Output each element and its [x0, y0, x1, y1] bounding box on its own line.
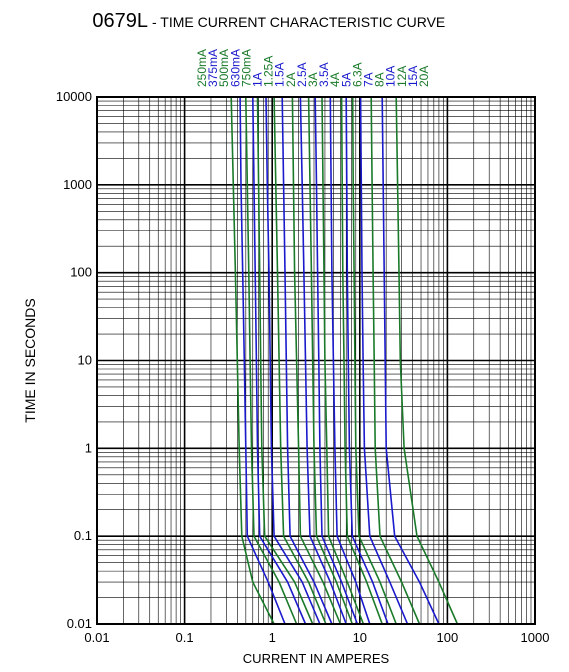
series-line-12A: [370, 96, 421, 625]
series-line-15A: [381, 96, 440, 625]
series-line-500mA: [245, 96, 298, 625]
y-tick-label: 0.01: [67, 616, 92, 631]
legend-label: 1.5A: [273, 62, 287, 87]
series-line-3A: [307, 96, 354, 625]
series-line-250mA: [230, 96, 275, 625]
series-line-1.25A: [273, 96, 327, 625]
legend-label: 375mA: [206, 49, 220, 87]
legend-label: 5A: [339, 72, 353, 87]
x-tick-label: 100: [437, 630, 459, 645]
legend-label: 8A: [373, 72, 387, 87]
series-line-1A: [265, 96, 321, 625]
series-line-2A: [291, 96, 342, 625]
legend-label: 3.5A: [317, 62, 331, 87]
legend-label: 3A: [306, 72, 320, 87]
x-tick-label: 10: [353, 630, 367, 645]
legend-label: 10A: [384, 66, 398, 87]
plot-frame: [96, 96, 536, 625]
legend-label: 750mA: [239, 49, 253, 87]
chart-title: - TIME CURRENT CHARACTERISTIC CURVE: [152, 14, 445, 30]
legend-label: 1A: [251, 72, 265, 87]
x-axis-label: CURRENT IN AMPERES: [243, 651, 390, 666]
series-line-7A: [345, 96, 389, 625]
series-line-630mA: [252, 96, 307, 625]
y-tick-label: 1: [85, 440, 92, 455]
y-tick-label: 100: [70, 265, 92, 280]
series-line-4A: [321, 96, 365, 625]
y-tick-label: 1000: [63, 177, 92, 192]
legend-label: 2A: [284, 72, 298, 87]
x-tick-label: 0.01: [84, 630, 109, 645]
legend-label: 7A: [362, 72, 376, 87]
legend-label: 20A: [417, 66, 431, 87]
legend-label: 6.3A: [350, 62, 364, 87]
series-line-5A: [329, 96, 371, 625]
legend: 250mA375mA500mA630mA750mA1A1.25A1.5A2A2.…: [195, 49, 431, 87]
series-line-375mA: [239, 96, 286, 625]
series-line-20A: [395, 96, 459, 625]
legend-label: 250mA: [195, 49, 209, 87]
series-line-750mA: [256, 96, 314, 625]
legend-label: 500mA: [217, 49, 231, 87]
y-tick-label: 0.1: [74, 528, 92, 543]
legend-label: 15A: [406, 66, 420, 87]
chart-title-part-number: 0679L: [92, 10, 148, 32]
x-tick-label: 1000: [521, 630, 550, 645]
y-tick-label: 10: [78, 353, 92, 368]
series-line-3.5A: [314, 96, 359, 625]
legend-label: 4A: [328, 72, 342, 87]
y-tick-label: 10000: [56, 89, 92, 104]
series-line-10A: [359, 96, 409, 625]
y-axis-label: TIME IN SECONDS: [22, 298, 38, 422]
series-line-2.5A: [299, 96, 347, 625]
y-tick-labels: 10000 1000 100 10 1 0.1 0.01: [56, 89, 92, 631]
legend-label: 630mA: [228, 49, 242, 87]
x-tick-labels: 0.01 0.1 1 10 100 1000: [84, 630, 549, 645]
series-line-6.3A: [340, 96, 383, 625]
x-tick-label: 0.1: [176, 630, 194, 645]
series-line-8A: [351, 96, 397, 625]
legend-label: 12A: [395, 66, 409, 87]
legend-label: 2.5A: [295, 62, 309, 87]
x-tick-label: 1: [269, 630, 276, 645]
series-lines: [230, 96, 459, 625]
series-line-1.5A: [281, 96, 333, 625]
legend-label: 1.25A: [262, 56, 276, 87]
